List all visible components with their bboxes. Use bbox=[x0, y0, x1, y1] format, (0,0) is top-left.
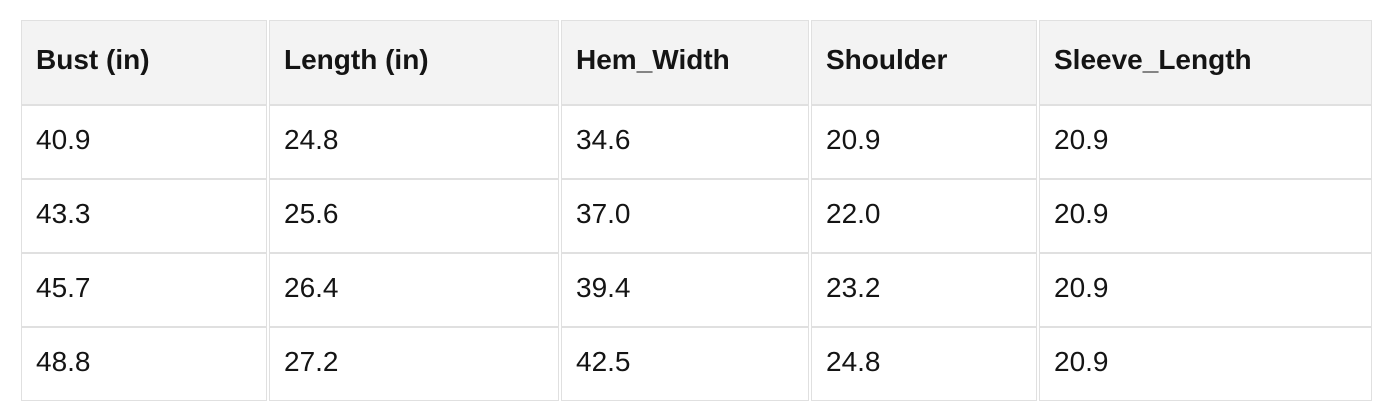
table-row: 40.9 24.8 34.6 20.9 20.9 bbox=[21, 105, 1372, 179]
column-header-bust-in: Bust (in) bbox=[21, 20, 267, 105]
table-row: 48.8 27.2 42.5 24.8 20.9 bbox=[21, 327, 1372, 401]
cell: 20.9 bbox=[1039, 105, 1372, 179]
cell: 45.7 bbox=[21, 253, 267, 327]
cell: 34.6 bbox=[561, 105, 809, 179]
column-header-shoulder: Shoulder bbox=[811, 20, 1037, 105]
table-row: 43.3 25.6 37.0 22.0 20.9 bbox=[21, 179, 1372, 253]
column-header-length-in: Length (in) bbox=[269, 20, 559, 105]
cell: 24.8 bbox=[811, 327, 1037, 401]
column-header-hem-width: Hem_Width bbox=[561, 20, 809, 105]
cell: 20.9 bbox=[1039, 253, 1372, 327]
table-body: 40.9 24.8 34.6 20.9 20.9 43.3 25.6 37.0 22.0 20.9… bbox=[21, 105, 1372, 401]
table-row: 45.7 26.4 39.4 23.2 20.9 bbox=[21, 253, 1372, 327]
size-chart-table: Bust (in) Length (in) Hem_Width Shoulder Sle… bbox=[19, 20, 1374, 401]
cell: 43.3 bbox=[21, 179, 267, 253]
header-row: Bust (in) Length (in) Hem_Width Shoulder Sle… bbox=[21, 20, 1372, 105]
cell: 20.9 bbox=[1039, 327, 1372, 401]
cell: 20.9 bbox=[811, 105, 1037, 179]
cell: 40.9 bbox=[21, 105, 267, 179]
cell: 39.4 bbox=[561, 253, 809, 327]
column-header-sleeve-length: Sleeve_Length bbox=[1039, 20, 1372, 105]
cell: 42.5 bbox=[561, 327, 809, 401]
cell: 48.8 bbox=[21, 327, 267, 401]
cell: 26.4 bbox=[269, 253, 559, 327]
cell: 24.8 bbox=[269, 105, 559, 179]
cell: 25.6 bbox=[269, 179, 559, 253]
cell: 20.9 bbox=[1039, 179, 1372, 253]
table-header: Bust (in) Length (in) Hem_Width Shoulder Sle… bbox=[21, 20, 1372, 105]
cell: 23.2 bbox=[811, 253, 1037, 327]
cell: 22.0 bbox=[811, 179, 1037, 253]
cell: 37.0 bbox=[561, 179, 809, 253]
cell: 27.2 bbox=[269, 327, 559, 401]
